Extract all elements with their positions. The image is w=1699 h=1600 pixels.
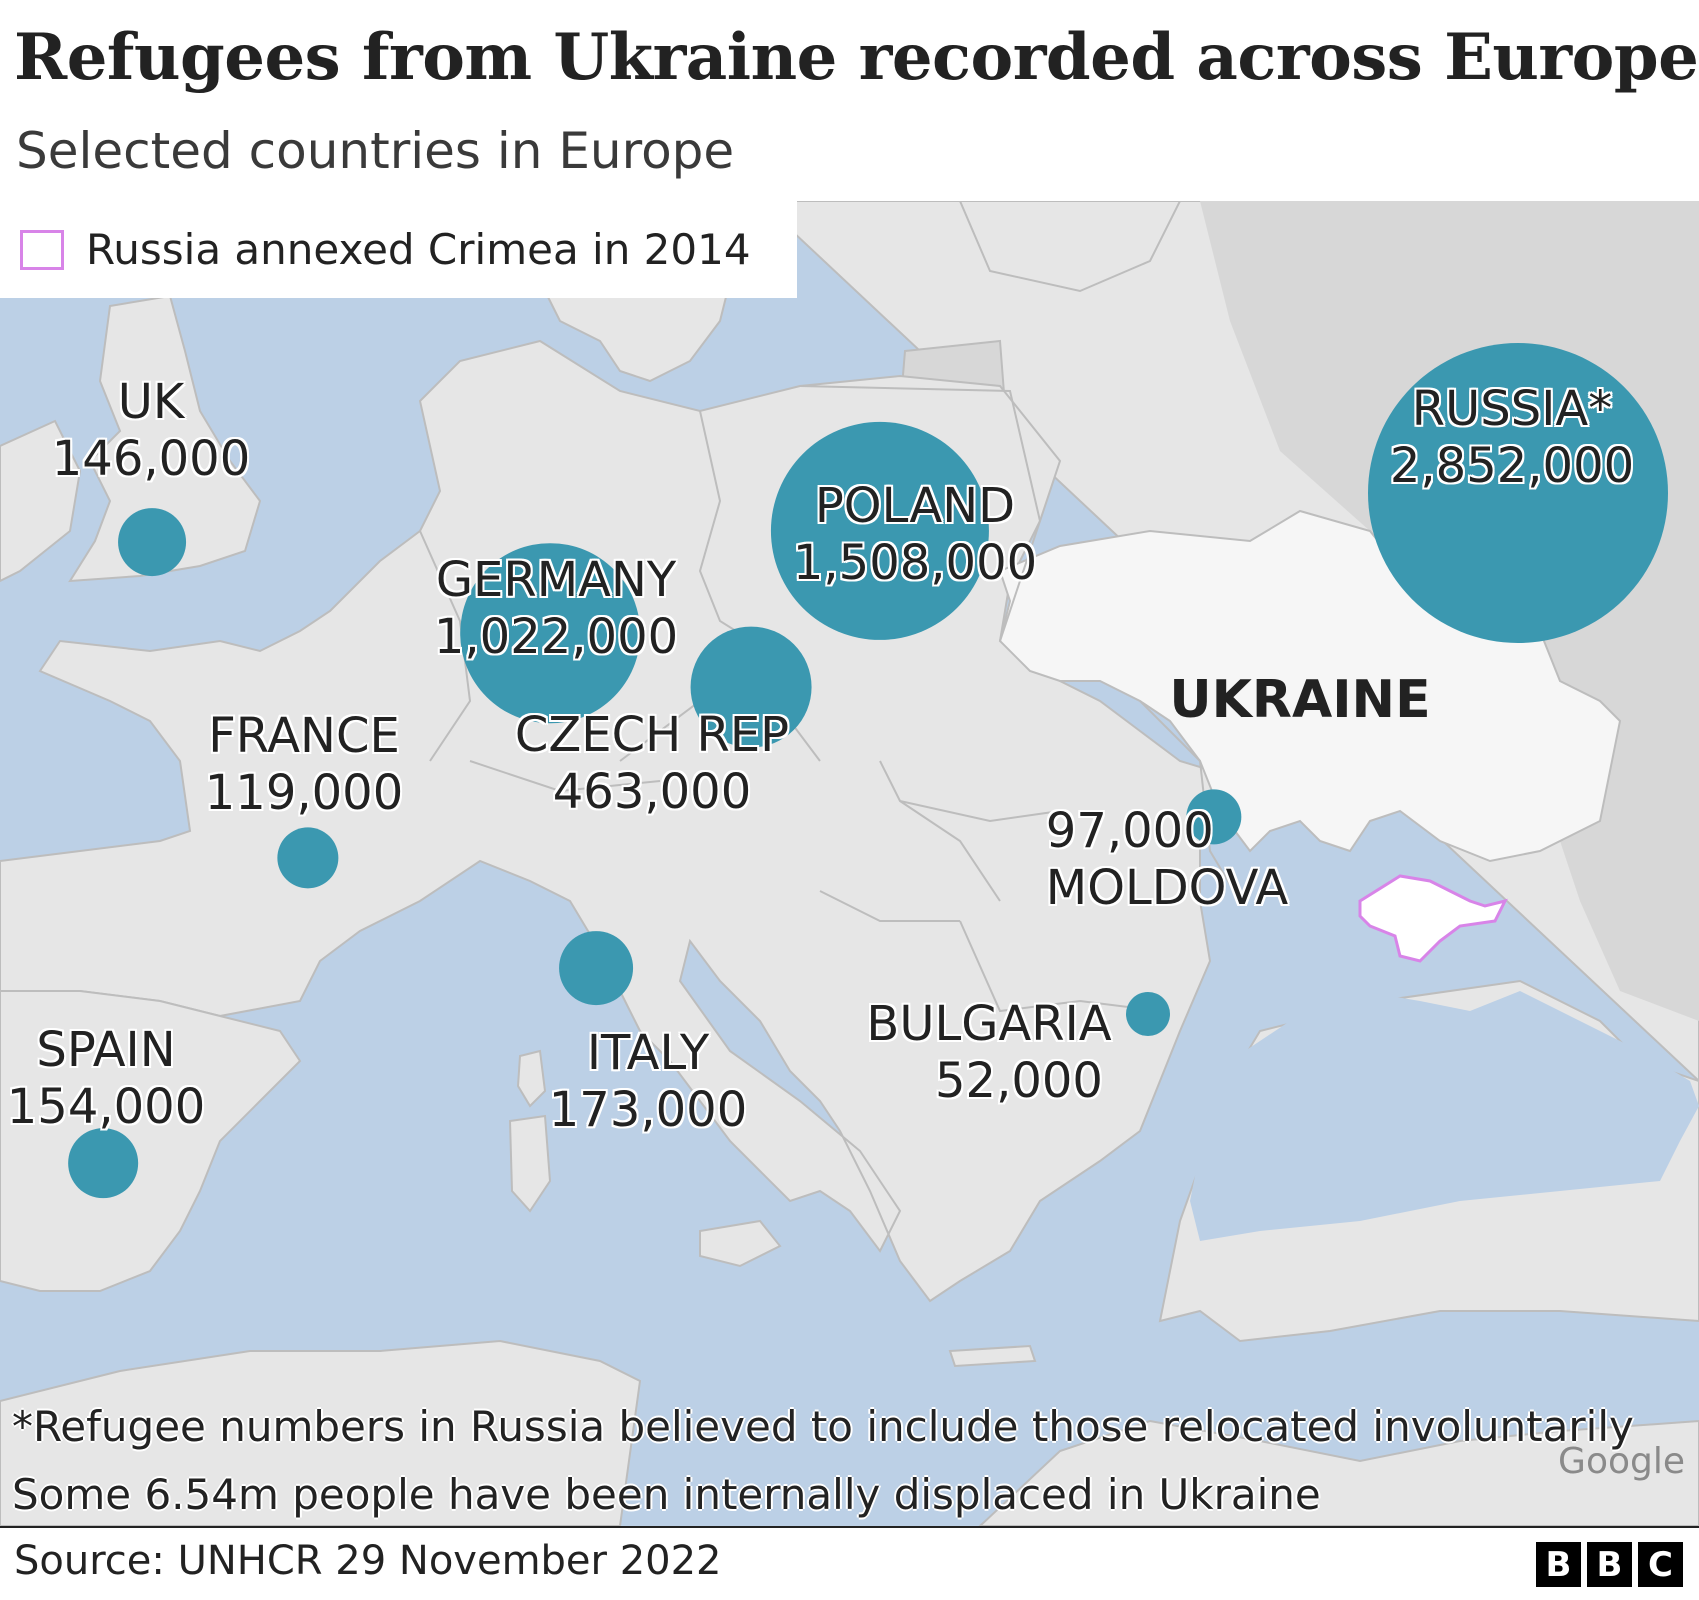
legend: Russia annexed Crimea in 2014 bbox=[0, 201, 797, 298]
bubble-czech-rep[interactable] bbox=[690, 626, 812, 748]
country-value: 173,000 bbox=[548, 1082, 748, 1138]
label-russia: RUSSIA* 2,852,000 bbox=[1390, 381, 1634, 495]
bubble-france[interactable] bbox=[277, 827, 339, 889]
label-bulgaria: BULGARIA 52,000 bbox=[866, 996, 1111, 1110]
label-czech-rep: CZECH REP 463,000 bbox=[515, 707, 789, 821]
north-africa bbox=[0, 1339, 642, 1526]
country-name: GERMANY bbox=[435, 552, 677, 608]
label-germany: GERMANY 1,022,000 bbox=[434, 552, 678, 666]
bubble-spain[interactable] bbox=[68, 1128, 138, 1198]
bbc-logo-letter: B bbox=[1536, 1542, 1581, 1587]
black-sea bbox=[1190, 991, 1699, 1241]
label-italy: ITALY 173,000 bbox=[549, 1025, 748, 1139]
bubble-moldova[interactable] bbox=[1186, 789, 1242, 845]
country-value: 146,000 bbox=[51, 431, 251, 487]
bubble-germany[interactable] bbox=[460, 543, 640, 723]
country-value: 1,508,000 bbox=[792, 535, 1038, 591]
footnotes: *Refugee numbers in Russia believed to i… bbox=[12, 1393, 1634, 1526]
bbc-logo-letter: C bbox=[1638, 1542, 1683, 1587]
footnote-displaced: Some 6.54m people have been internally d… bbox=[12, 1470, 1321, 1519]
europe-map[interactable]: Russia annexed Crimea in 2014 UKRAINE UK… bbox=[0, 201, 1699, 1526]
label-moldova: 97,000 MOLDOVA bbox=[1046, 803, 1288, 917]
country-value: 119,000 bbox=[204, 765, 404, 821]
bubble-russia[interactable] bbox=[1368, 343, 1668, 643]
label-uk: UK 146,000 bbox=[52, 374, 251, 488]
label-spain: SPAIN 154,000 bbox=[7, 1022, 206, 1136]
libya-coast bbox=[978, 1419, 1699, 1526]
country-name: CZECH REP bbox=[514, 707, 790, 763]
sicily bbox=[699, 1219, 782, 1268]
bubble-poland[interactable] bbox=[770, 421, 990, 641]
country-name: RUSSIA* bbox=[1411, 381, 1613, 437]
label-france: FRANCE 119,000 bbox=[205, 708, 404, 822]
label-poland: POLAND 1,508,000 bbox=[793, 478, 1037, 592]
country-value: 1,022,000 bbox=[433, 609, 679, 665]
bubble-uk[interactable] bbox=[118, 508, 186, 576]
country-name: MOLDOVA bbox=[1045, 860, 1289, 916]
country-name: BULGARIA bbox=[866, 996, 1112, 1052]
country-name: POLAND bbox=[814, 478, 1016, 534]
ireland bbox=[0, 419, 82, 583]
bubble-italy[interactable] bbox=[559, 931, 633, 1005]
crimea-legend-swatch bbox=[20, 229, 64, 270]
country-value: 154,000 bbox=[6, 1079, 206, 1135]
sardinia bbox=[508, 1114, 552, 1213]
chart-title: Refugees from Ukraine recorded across Eu… bbox=[14, 20, 1699, 95]
source-credit: Source: UNHCR 29 November 2022 bbox=[14, 1538, 722, 1584]
country-value: 52,000 bbox=[935, 1053, 1103, 1109]
chart-subtitle: Selected countries in Europe bbox=[16, 122, 735, 180]
country-name: SPAIN bbox=[36, 1022, 176, 1078]
country-value: 97,000 bbox=[1045, 803, 1214, 859]
corsica bbox=[516, 1049, 547, 1108]
country-value: 463,000 bbox=[552, 764, 752, 820]
country-value: 2,852,000 bbox=[1389, 438, 1635, 494]
iberia bbox=[0, 990, 302, 1292]
legend-label: Russia annexed Crimea in 2014 bbox=[86, 225, 751, 274]
crete bbox=[948, 1344, 1037, 1368]
great-britain bbox=[68, 294, 262, 583]
country-name: UK bbox=[117, 374, 185, 430]
country-name: FRANCE bbox=[208, 708, 400, 764]
google-attribution: Google bbox=[1558, 1441, 1685, 1482]
bubble-bulgaria[interactable] bbox=[1126, 992, 1170, 1036]
ukraine-label: UKRAINE bbox=[1169, 670, 1431, 730]
crimea-outline bbox=[1358, 874, 1508, 963]
bbc-logo: B B C bbox=[1536, 1542, 1683, 1587]
footer-divider bbox=[0, 1526, 1699, 1528]
finland bbox=[958, 201, 1182, 293]
country-name: ITALY bbox=[586, 1025, 710, 1081]
footnote-russia: *Refugee numbers in Russia believed to i… bbox=[12, 1402, 1634, 1451]
bbc-logo-letter: B bbox=[1587, 1542, 1632, 1587]
